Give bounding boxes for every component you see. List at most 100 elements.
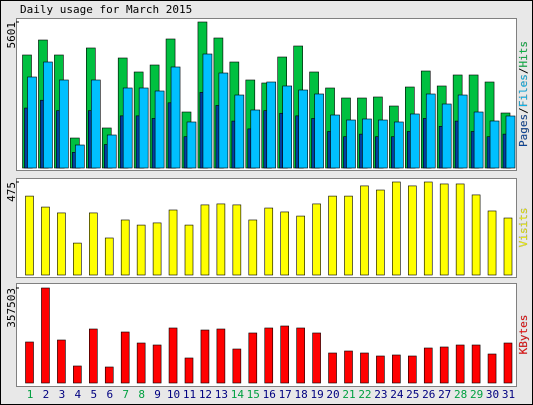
legend: KBytes xyxy=(517,315,530,355)
legend-entry: Visits xyxy=(517,208,530,248)
bar xyxy=(25,341,34,384)
bar xyxy=(487,353,497,384)
bar xyxy=(376,355,385,384)
bar xyxy=(328,352,337,384)
bar xyxy=(376,189,385,276)
bar xyxy=(344,350,353,384)
x-tick-label: 2 xyxy=(43,388,50,401)
bar xyxy=(136,342,146,384)
bar xyxy=(200,329,210,384)
x-tick-label: 12 xyxy=(199,388,212,401)
bar xyxy=(120,219,130,276)
x-tick-label: 7 xyxy=(122,388,129,401)
bar xyxy=(473,111,484,169)
bar xyxy=(75,144,85,169)
bar xyxy=(266,81,277,169)
bar xyxy=(441,103,452,169)
bar xyxy=(346,119,356,169)
x-tick-label: 30 xyxy=(486,388,499,401)
bar xyxy=(152,344,162,384)
bar xyxy=(89,328,98,384)
x-tick-label: 5 xyxy=(90,388,97,401)
bar xyxy=(471,344,481,384)
bar xyxy=(43,61,53,169)
y-tick-label: 5601 xyxy=(5,22,18,49)
x-tick-label: 23 xyxy=(374,388,387,401)
legend-entry: Hits xyxy=(517,41,530,68)
bar xyxy=(455,344,465,384)
x-tick-label: 13 xyxy=(215,388,228,401)
bar xyxy=(186,121,197,169)
legend-separator: / xyxy=(517,68,530,75)
x-tick-label: 4 xyxy=(75,388,82,401)
bar xyxy=(59,79,69,169)
bar xyxy=(170,66,181,169)
x-tick-label: 1 xyxy=(27,388,34,401)
x-tick-label: 16 xyxy=(263,388,276,401)
bar xyxy=(409,113,420,169)
x-tick-label: 24 xyxy=(390,388,404,401)
bar xyxy=(298,89,308,169)
bar xyxy=(344,195,353,276)
x-tick-label: 26 xyxy=(422,388,435,401)
bar xyxy=(280,325,290,384)
legend-entry: Pages xyxy=(517,114,530,147)
x-tick-label: 18 xyxy=(295,388,308,401)
bar xyxy=(184,357,194,384)
bar xyxy=(425,93,436,169)
bar xyxy=(218,72,229,169)
bar xyxy=(282,85,293,169)
y-tick-label: 357503 xyxy=(5,288,18,328)
bar xyxy=(122,87,133,169)
bar xyxy=(439,346,449,384)
bar xyxy=(471,194,481,276)
bar xyxy=(394,121,404,169)
x-tick-label: 20 xyxy=(326,388,339,401)
x-tick-label: 21 xyxy=(342,388,355,401)
x-tick-label: 22 xyxy=(358,388,371,401)
bar xyxy=(27,76,37,169)
bar xyxy=(360,352,369,384)
bar xyxy=(232,204,242,276)
bar xyxy=(41,206,50,276)
bar xyxy=(89,212,98,276)
bar xyxy=(378,119,388,169)
bar xyxy=(25,195,34,276)
bar xyxy=(57,339,66,384)
x-tick-label: 25 xyxy=(406,388,419,401)
bar xyxy=(202,53,213,169)
bar xyxy=(184,224,194,276)
legend: Visits xyxy=(517,208,530,248)
bar xyxy=(168,327,178,384)
bar xyxy=(457,94,468,169)
bar xyxy=(503,217,513,276)
x-tick-label: 17 xyxy=(279,388,292,401)
x-tick-label: 9 xyxy=(154,388,161,401)
bar xyxy=(250,109,261,169)
bar xyxy=(232,348,242,384)
bar xyxy=(487,210,497,276)
bar xyxy=(106,134,117,169)
legend-entry: Files xyxy=(517,74,530,107)
bar xyxy=(280,211,290,276)
bar xyxy=(423,347,433,384)
bar xyxy=(362,118,372,169)
legend-entry: KBytes xyxy=(517,315,530,355)
legend: Pages/Files/Hits xyxy=(517,41,530,147)
bar xyxy=(314,93,324,169)
x-tick-label: 28 xyxy=(454,388,467,401)
bar xyxy=(120,331,130,384)
x-tick-label: 8 xyxy=(138,388,145,401)
bar xyxy=(455,183,465,276)
x-tick-label: 31 xyxy=(502,388,515,401)
y-tick-label: 475 xyxy=(5,182,18,202)
bar xyxy=(152,222,162,276)
bar xyxy=(234,94,245,169)
bar xyxy=(264,207,274,276)
bar xyxy=(138,87,149,169)
x-tick-label: 29 xyxy=(470,388,483,401)
bar xyxy=(216,328,226,384)
bar xyxy=(439,183,449,276)
x-tick-label: 11 xyxy=(183,388,196,401)
bar xyxy=(168,209,178,276)
